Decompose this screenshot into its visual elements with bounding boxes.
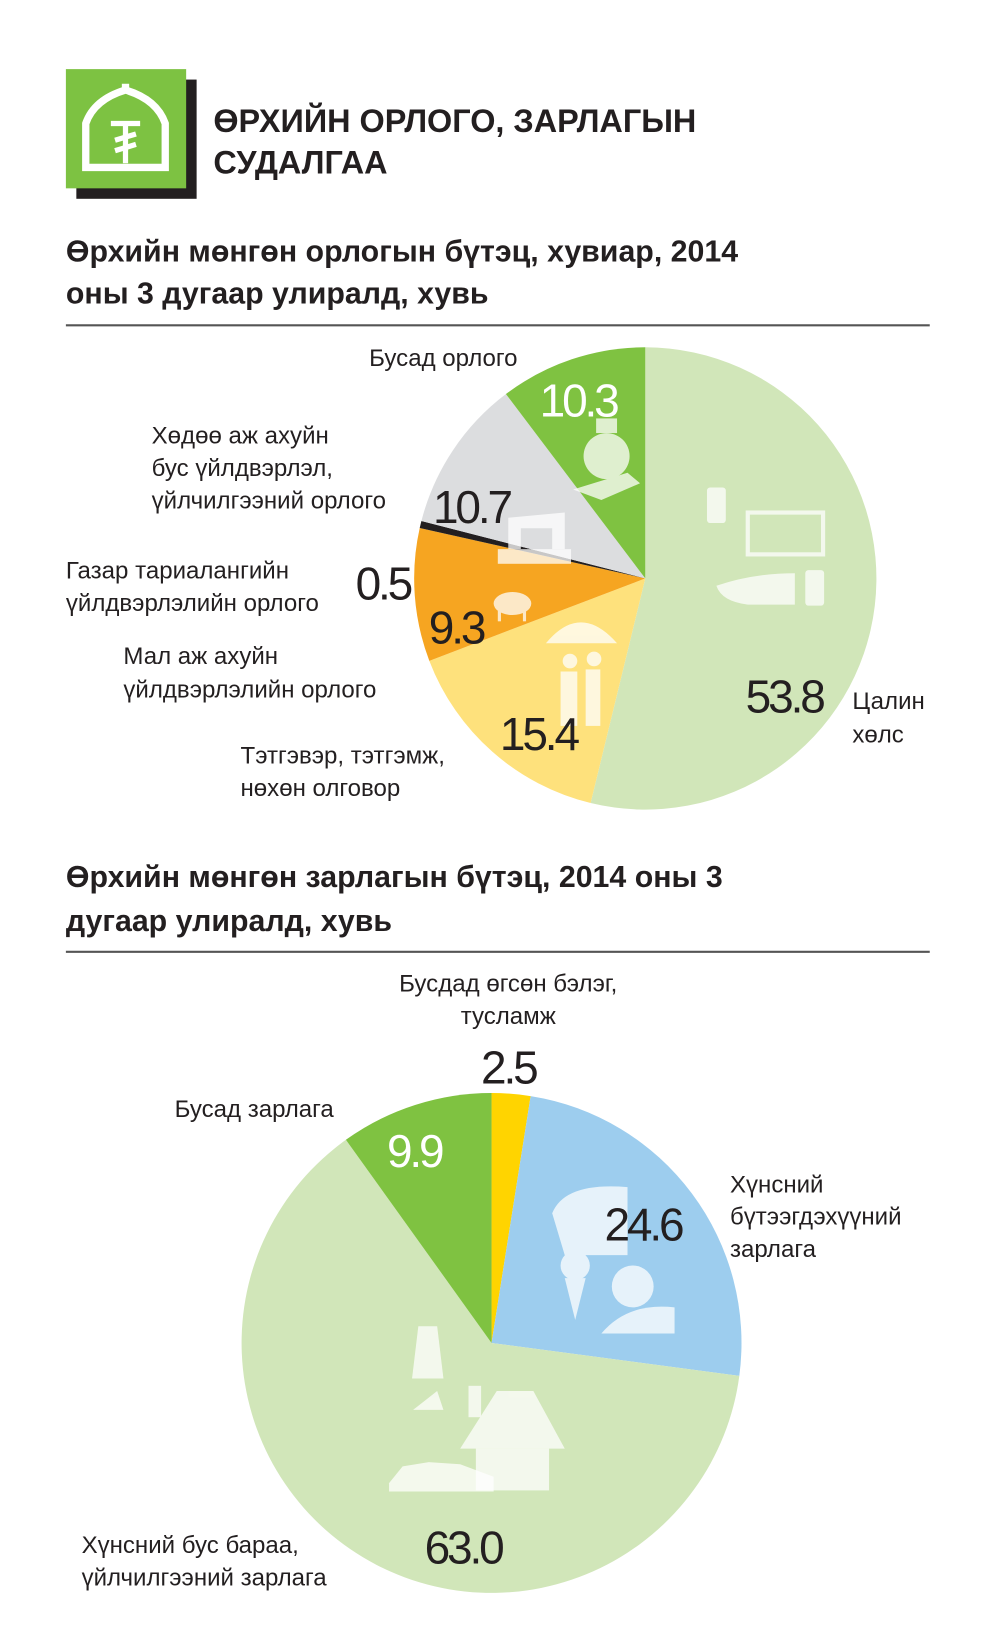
hand-giving-cash-icon: [706, 487, 826, 606]
label-gift-2: тусламж: [461, 1003, 556, 1030]
sewing-machine-icon: [497, 512, 572, 564]
sheep-icon: [493, 592, 532, 622]
yurt-tugrik-icon: [82, 83, 169, 172]
label-food-2: бүтээгдэхүүний: [730, 1204, 902, 1231]
value-other-income: 10.3: [540, 374, 619, 426]
label-wage-2: хөлс: [852, 722, 903, 749]
income-icons: [493, 418, 826, 726]
label-food-3: зарлага: [730, 1236, 817, 1263]
value-nonagri: 10.7: [433, 481, 512, 533]
label-food-1: Хүнсний: [730, 1171, 824, 1198]
label-pension-2: нөхөн олговор: [241, 775, 401, 802]
label-livestock-2: үйлдвэрлэлийн орлого: [123, 677, 376, 704]
pie-slice-2: [414, 528, 646, 661]
label-nonagri-2: бус үйлдвэрлэл,: [152, 455, 333, 482]
label-pension-1: Тэтгэвэр, тэтгэмж,: [241, 743, 445, 770]
label-nonagri-3: үйлчилгээний орлого: [152, 487, 386, 514]
value-wage: 53.8: [746, 670, 825, 722]
expense-pie: [241, 1092, 742, 1593]
pie-slice-5: [505, 347, 646, 579]
car-icon: [389, 1462, 494, 1492]
page-title-line1: ӨРХИЙН ОРЛОГО, ЗАРЛАГЫН: [213, 101, 696, 139]
label-nonagri-1: Хөдөө аж ахуйн: [152, 423, 329, 450]
clothing-icon: [412, 1326, 444, 1410]
value-livestock: 9.3: [429, 601, 485, 653]
pie-slice-0: [590, 347, 877, 810]
page-title-line2: СУДАЛГАА: [213, 145, 387, 181]
label-other-expense: Бусад зарлага: [175, 1096, 335, 1123]
pie-slice-0: [491, 1092, 531, 1343]
value-other-expense: 9.9: [387, 1125, 443, 1177]
income-pie: [414, 347, 877, 810]
label-crop-1: Газар тариалангийн: [66, 557, 289, 584]
label-crop-2: үйлдвэрлэлийн орлого: [66, 590, 319, 617]
income-chart-title-line2: оны 3 дугаар улиралд, хувь: [66, 277, 489, 310]
label-nonfood-2: үйлчилгээний зарлага: [82, 1565, 328, 1592]
food-icon: [552, 1186, 675, 1334]
expense-icons: [389, 1186, 675, 1492]
income-chart-title-line1: Өрхийн мөнгөн орлогын бүтэц, хувиар, 201…: [66, 236, 738, 269]
value-crop: 0.5: [356, 557, 412, 609]
label-wage-1: Цалин: [852, 688, 924, 715]
logo: [65, 69, 197, 199]
elderly-umbrella-icon: [545, 622, 618, 726]
label-gift-1: Бусдад өгсөн бэлэг,: [399, 971, 617, 998]
money-bag-hand-icon: [573, 418, 641, 500]
pie-slice-3: [345, 1092, 492, 1343]
value-nonfood: 63.0: [425, 1522, 504, 1574]
value-pension: 15.4: [500, 708, 580, 760]
value-food: 24.6: [604, 1198, 683, 1250]
pie-slice-2: [241, 1139, 740, 1593]
label-livestock-1: Мал аж ахуйн: [123, 643, 278, 670]
label-nonfood-1: Хүнсний бус бараа,: [82, 1532, 299, 1559]
expense-chart-title-line2: дугаар улиралд, хувь: [66, 905, 392, 938]
pie-slice-4: [421, 394, 646, 579]
label-other-income: Бусад орлого: [369, 345, 517, 372]
value-gift: 2.5: [481, 1042, 537, 1094]
expense-chart-title-line1: Өрхийн мөнгөн зарлагын бүтэц, 2014 оны 3: [66, 861, 723, 894]
